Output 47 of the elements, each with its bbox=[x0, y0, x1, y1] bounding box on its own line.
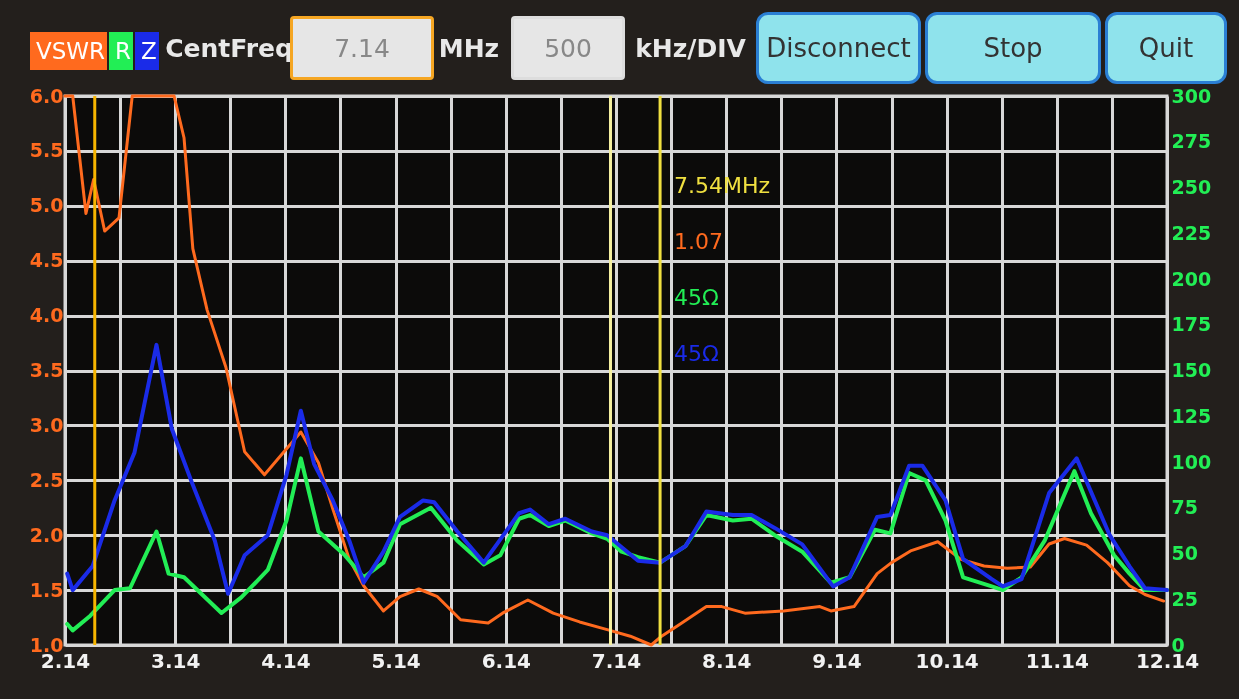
annotation: 45Ω bbox=[674, 285, 719, 310]
x-tick-label: 4.14 bbox=[261, 648, 311, 673]
legend-label: VSWR bbox=[35, 32, 108, 70]
y2-tick-label: 50 bbox=[1171, 542, 1198, 564]
y-tick-label: 6.0 bbox=[29, 84, 64, 107]
y2-tick-label: 75 bbox=[1171, 496, 1198, 519]
line-series bbox=[65, 342, 1169, 596]
y-tick-label: 1.5 bbox=[29, 578, 64, 601]
x-tick-label: 5.14 bbox=[371, 648, 421, 673]
text: Stop bbox=[925, 12, 1101, 84]
y2-tick-label: 200 bbox=[1171, 267, 1212, 290]
y2-tick-label: 100 bbox=[1171, 450, 1212, 473]
x-tick-label: 8.14 bbox=[702, 648, 752, 673]
x-tick-label: 6.14 bbox=[481, 648, 531, 673]
y2-tick-label: 125 bbox=[1171, 404, 1212, 427]
line-series bbox=[63, 94, 1166, 647]
x-tick-label: 9.14 bbox=[812, 648, 862, 673]
y-tick-label: 5.5 bbox=[29, 139, 64, 162]
legend-label: R bbox=[114, 32, 134, 70]
y-tick-label: 4.0 bbox=[29, 304, 64, 327]
text: CentFreq bbox=[165, 32, 293, 65]
y2-tick-label: 175 bbox=[1171, 313, 1212, 336]
y-tick-label: 4.5 bbox=[29, 249, 64, 272]
y-tick-label: 2.5 bbox=[29, 468, 64, 491]
y-tick-label: 3.5 bbox=[29, 359, 64, 381]
text: 500 bbox=[511, 16, 625, 80]
text: MHz bbox=[437, 32, 501, 65]
x-tick-label: 7.14 bbox=[591, 648, 642, 673]
legend-label: Z bbox=[140, 32, 159, 70]
y2-tick-label: 250 bbox=[1171, 176, 1212, 198]
text: kHz/DIV bbox=[634, 32, 747, 65]
text: Disconnect bbox=[756, 12, 921, 84]
text: 7.14 bbox=[334, 33, 390, 63]
x-tick-label: 11.14 bbox=[1025, 648, 1089, 673]
annotation: 1.07 bbox=[674, 229, 724, 254]
y2-tick-label: 300 bbox=[1171, 84, 1212, 107]
x-tick-label: 3.14 bbox=[151, 648, 201, 673]
y-tick-label: 2.0 bbox=[29, 523, 64, 546]
y2-tick-label: 225 bbox=[1171, 221, 1212, 244]
y2-tick-label: 25 bbox=[1171, 587, 1198, 610]
y-tick-label: 5.0 bbox=[29, 194, 64, 217]
y2-tick-label: 275 bbox=[1171, 130, 1212, 153]
annotation: 45Ω bbox=[674, 341, 719, 366]
x-tick-label: 10.14 bbox=[915, 648, 979, 673]
y2-tick-label: 150 bbox=[1171, 359, 1212, 381]
text: Quit bbox=[1105, 12, 1227, 84]
y-tick-label: 3.0 bbox=[29, 413, 64, 436]
